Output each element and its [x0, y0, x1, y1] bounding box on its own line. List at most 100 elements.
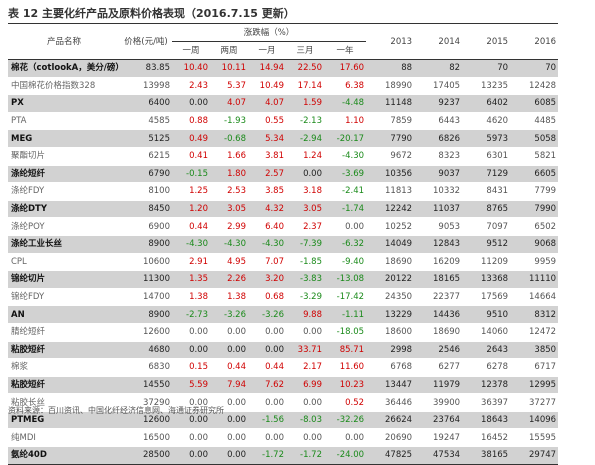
table-row: 粘胶短纤 14550 5.59 7.94 7.62 6.99 10.23 13447 11979… — [8, 376, 559, 394]
cell-change-year: 10.23 — [324, 376, 367, 394]
cell-year-2016: 6502 — [510, 217, 559, 236]
cell-year-2013: 14049 — [366, 235, 415, 254]
cell-name: 涤纶短纤 — [8, 165, 120, 183]
cell-change-year: 17.60 — [324, 59, 367, 78]
cell-change-two-weeks: 3.05 — [210, 200, 248, 218]
cell-year-2014: 82 — [414, 59, 463, 78]
cell-change-two-weeks: 2.99 — [210, 217, 248, 236]
table-row: 粘胶长丝 37290 0.00 0.00 0.00 0.00 0.52 36446 39900 3… — [8, 393, 559, 412]
cell-year-2014: 47534 — [414, 446, 463, 465]
cell-year-2013: 47825 — [366, 446, 415, 465]
table-body: 棉花（cotlookA，美分/磅） 83.85 10.40 10.11 14.94 22.… — [8, 59, 559, 465]
cell-name: 涤纶DTY — [8, 200, 120, 218]
cell-change-three-months: 9.88 — [286, 305, 324, 324]
cell-change-two-weeks: 1.38 — [210, 288, 248, 306]
cell-name: 棉花（cotlookA，美分/磅） — [8, 59, 120, 78]
cell-year-2016: 12472 — [510, 323, 559, 341]
cell-change-year: -6.32 — [324, 235, 367, 254]
cell-change-month: 5.34 — [248, 129, 286, 148]
cell-change-year: 0.52 — [324, 393, 367, 412]
cell-change-three-months: -3.29 — [286, 288, 324, 306]
cell-change-year: -1.11 — [324, 305, 367, 324]
cell-year-2014: 17405 — [414, 77, 463, 95]
cell-change-two-weeks: 0.00 — [210, 428, 248, 447]
cell-year-2013: 20690 — [366, 428, 415, 447]
cell-name: 中国棉花价格指数328 — [8, 77, 120, 95]
cell-change-two-weeks: -1.93 — [210, 112, 248, 130]
cell-change-three-months: -3.83 — [286, 270, 324, 289]
cell-year-2013: 18690 — [366, 253, 415, 271]
cell-change-year: -3.69 — [324, 165, 367, 183]
header-period-year: 一年 — [336, 45, 354, 56]
cell-change-two-weeks: 10.11 — [210, 59, 248, 78]
cell-price: 8100 — [120, 182, 172, 201]
cell-year-2016: 37277 — [510, 393, 559, 412]
table-title: 表 12 主要化纤产品及原料价格表现（2016.7.15 更新） — [8, 7, 295, 20]
cell-change-year: 85.71 — [324, 341, 367, 359]
cell-change-year: -18.05 — [324, 323, 367, 341]
cell-change-two-weeks: 2.53 — [210, 182, 248, 201]
cell-year-2014: 11979 — [414, 376, 463, 394]
header-year-2013: 2013 — [390, 36, 413, 47]
cell-year-2013: 13229 — [366, 305, 415, 324]
cell-year-2015: 6278 — [462, 358, 511, 377]
cell-change-year: -17.42 — [324, 288, 367, 306]
cell-year-2016: 4485 — [510, 112, 559, 130]
header-period-month: 一月 — [258, 45, 276, 56]
cell-name: 纯MDI — [8, 428, 120, 447]
cell-year-2013: 12242 — [366, 200, 415, 218]
cell-price: 6830 — [120, 358, 172, 377]
cell-change-two-weeks: 1.66 — [210, 147, 248, 166]
cell-change-year: 6.38 — [324, 77, 367, 95]
cell-change-week: 0.00 — [172, 341, 210, 359]
cell-price: 14700 — [120, 288, 172, 306]
cell-change-three-months: -8.03 — [286, 411, 324, 429]
cell-change-three-months: 33.71 — [286, 341, 324, 359]
cell-price: 8450 — [120, 200, 172, 218]
cell-year-2015: 11209 — [462, 253, 511, 271]
cell-year-2016: 3850 — [510, 341, 559, 359]
cell-year-2015: 36397 — [462, 393, 511, 412]
cell-year-2015: 18643 — [462, 411, 511, 429]
cell-change-month: 0.00 — [248, 341, 286, 359]
table-row: CPL 10600 2.91 4.95 7.07 -1.85 -9.40 18690 16209… — [8, 253, 559, 271]
cell-change-three-months: 3.18 — [286, 182, 324, 201]
cell-name: PX — [8, 94, 120, 113]
cell-year-2013: 11813 — [366, 182, 415, 201]
cell-change-month: 0.68 — [248, 288, 286, 306]
cell-change-week: 2.91 — [172, 253, 210, 271]
cell-change-three-months: 0.00 — [286, 323, 324, 341]
cell-year-2016: 6085 — [510, 94, 559, 113]
cell-year-2014: 10332 — [414, 182, 463, 201]
cell-change-month: 0.44 — [248, 358, 286, 377]
cell-price: 28500 — [120, 446, 172, 465]
cell-change-week: 0.44 — [172, 217, 210, 236]
table-row: MEG 5125 0.49 -0.68 5.34 -2.94 -20.17 7790 6826 5… — [8, 129, 559, 148]
cell-change-month: -4.30 — [248, 235, 286, 254]
cell-name: PTA — [8, 112, 120, 130]
cell-change-two-weeks: 0.44 — [210, 358, 248, 377]
cell-year-2015: 13235 — [462, 77, 511, 95]
cell-change-three-months: 17.14 — [286, 77, 324, 95]
cell-name: MEG — [8, 129, 120, 148]
cell-name: 腈纶短纤 — [8, 323, 120, 341]
table-row: PTA 4585 0.88 -1.93 0.55 -2.13 1.10 7859 6443 462… — [8, 112, 559, 130]
cell-change-three-months: 0.00 — [286, 393, 324, 412]
cell-year-2016: 11110 — [510, 270, 559, 289]
cell-year-2014: 14436 — [414, 305, 463, 324]
cell-name: 锦纶FDY — [8, 288, 120, 306]
cell-change-week: -4.30 — [172, 235, 210, 254]
cell-year-2014: 22377 — [414, 288, 463, 306]
cell-change-two-weeks: 4.95 — [210, 253, 248, 271]
cell-name: 粘胶短纤 — [8, 376, 120, 394]
table-row: 涤纶短纤 6790 -0.15 1.80 2.57 0.00 -3.69 10356 9037 7… — [8, 165, 559, 183]
cell-change-three-months: 22.50 — [286, 59, 324, 78]
cell-year-2014: 9237 — [414, 94, 463, 113]
cell-change-two-weeks: 0.00 — [210, 393, 248, 412]
cell-year-2014: 16209 — [414, 253, 463, 271]
table-row: 腈纶短纤 12600 0.00 0.00 0.00 0.00 -18.05 18600 1869… — [8, 323, 559, 341]
cell-change-two-weeks: 4.07 — [210, 94, 248, 113]
cell-change-year: 11.60 — [324, 358, 367, 377]
cell-change-three-months: 0.00 — [286, 428, 324, 447]
cell-year-2013: 2998 — [366, 341, 415, 359]
